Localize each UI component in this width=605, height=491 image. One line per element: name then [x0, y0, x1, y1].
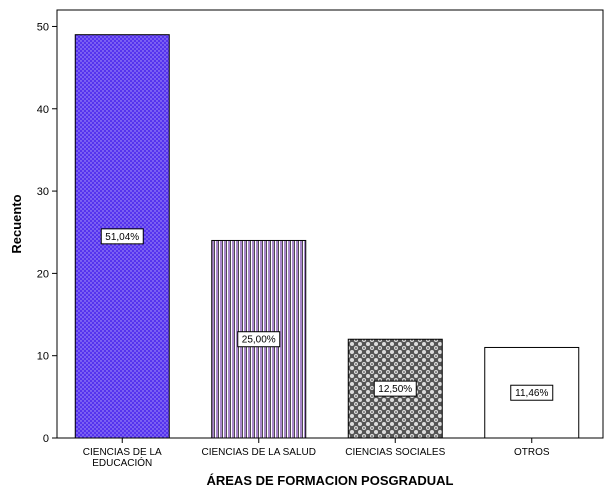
- x-tick-label: OTROS: [514, 447, 550, 458]
- x-tick-label: CIENCIAS DE LA SALUD: [202, 447, 316, 458]
- y-axis-title: Recuento: [9, 194, 24, 253]
- y-tick-label: 30: [37, 186, 49, 198]
- data-label-box: [510, 384, 554, 401]
- data-label-box: [373, 380, 417, 397]
- y-axis: 0 10 20 30 40 50: [37, 21, 57, 445]
- y-tick-label: 40: [37, 104, 49, 116]
- data-label: 25,00%: [242, 335, 276, 346]
- x-tick-label: CIENCIAS DE LA: [83, 447, 162, 458]
- y-tick-label: 10: [37, 351, 49, 363]
- x-axis-title: ÁREAS DE FORMACION POSGRADUAL: [206, 473, 453, 488]
- x-tick-label: CIENCIAS SOCIALES: [345, 447, 445, 458]
- y-tick-label: 0: [43, 433, 49, 445]
- data-label: 11,46%: [515, 388, 548, 399]
- bars-group: 51,04% 25,00% 12,50% 11,46%: [74, 34, 580, 439]
- x-tick-label: EDUCACIÓN: [92, 456, 152, 469]
- data-label-box: [237, 331, 281, 348]
- y-tick-label: 20: [37, 268, 49, 280]
- data-label: 51,04%: [105, 232, 139, 243]
- y-tick-label: 50: [37, 21, 49, 33]
- data-label: 12,50%: [378, 384, 412, 395]
- data-label-box: [100, 228, 144, 245]
